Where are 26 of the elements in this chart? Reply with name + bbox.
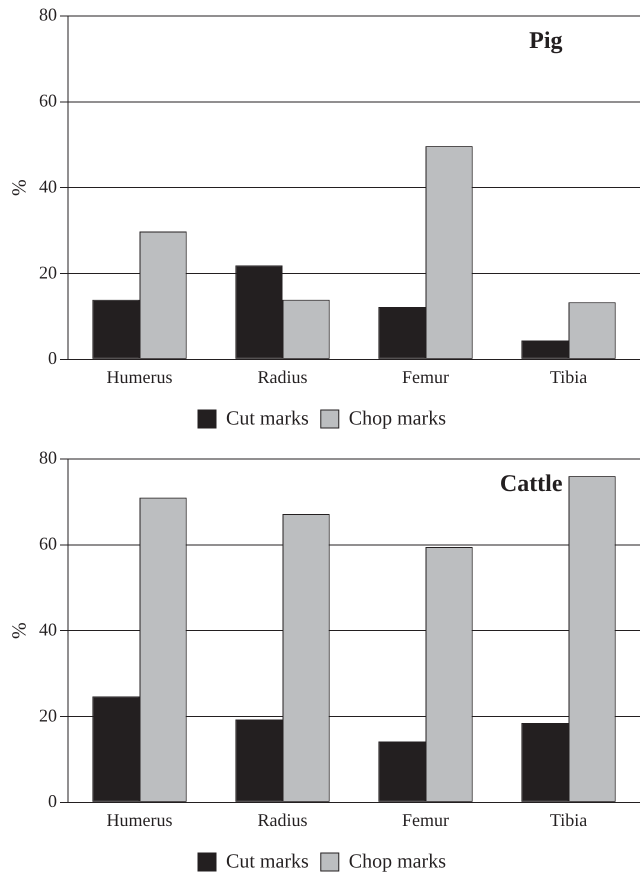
- x-tick-label: Radius: [257, 366, 308, 387]
- y-tick-label: 80: [39, 4, 57, 25]
- y-tick-label: 40: [39, 176, 57, 196]
- x-tick-label: Femur: [402, 366, 449, 387]
- x-tick-label: Humerus: [106, 810, 172, 830]
- y-axis-title: %: [8, 622, 30, 640]
- y-tick-label: 60: [39, 90, 57, 111]
- legend-label: Cut marks: [226, 850, 309, 872]
- text: Cattle: [500, 471, 563, 498]
- legend-label: Chop marks: [348, 407, 446, 430]
- text: Pig: [529, 28, 562, 54]
- y-tick-label: 0: [48, 348, 57, 368]
- x-tick-label: Tibia: [550, 366, 588, 387]
- y-axis-title: %: [8, 179, 30, 196]
- y-tick-label: 20: [39, 262, 57, 282]
- legend-label: Cut marks: [226, 407, 309, 430]
- x-tick-label: Radius: [257, 810, 308, 830]
- y-tick-label: 60: [39, 534, 57, 554]
- y-tick-label: 20: [39, 705, 57, 726]
- legend-label: Chop marks: [348, 850, 446, 872]
- x-tick-label: Tibia: [550, 810, 588, 830]
- y-tick-label: 40: [39, 619, 57, 640]
- x-tick-label: Humerus: [106, 366, 172, 387]
- x-tick-label: Femur: [402, 810, 449, 830]
- y-tick-label: 0: [48, 791, 57, 812]
- y-tick-label: 80: [39, 448, 57, 468]
